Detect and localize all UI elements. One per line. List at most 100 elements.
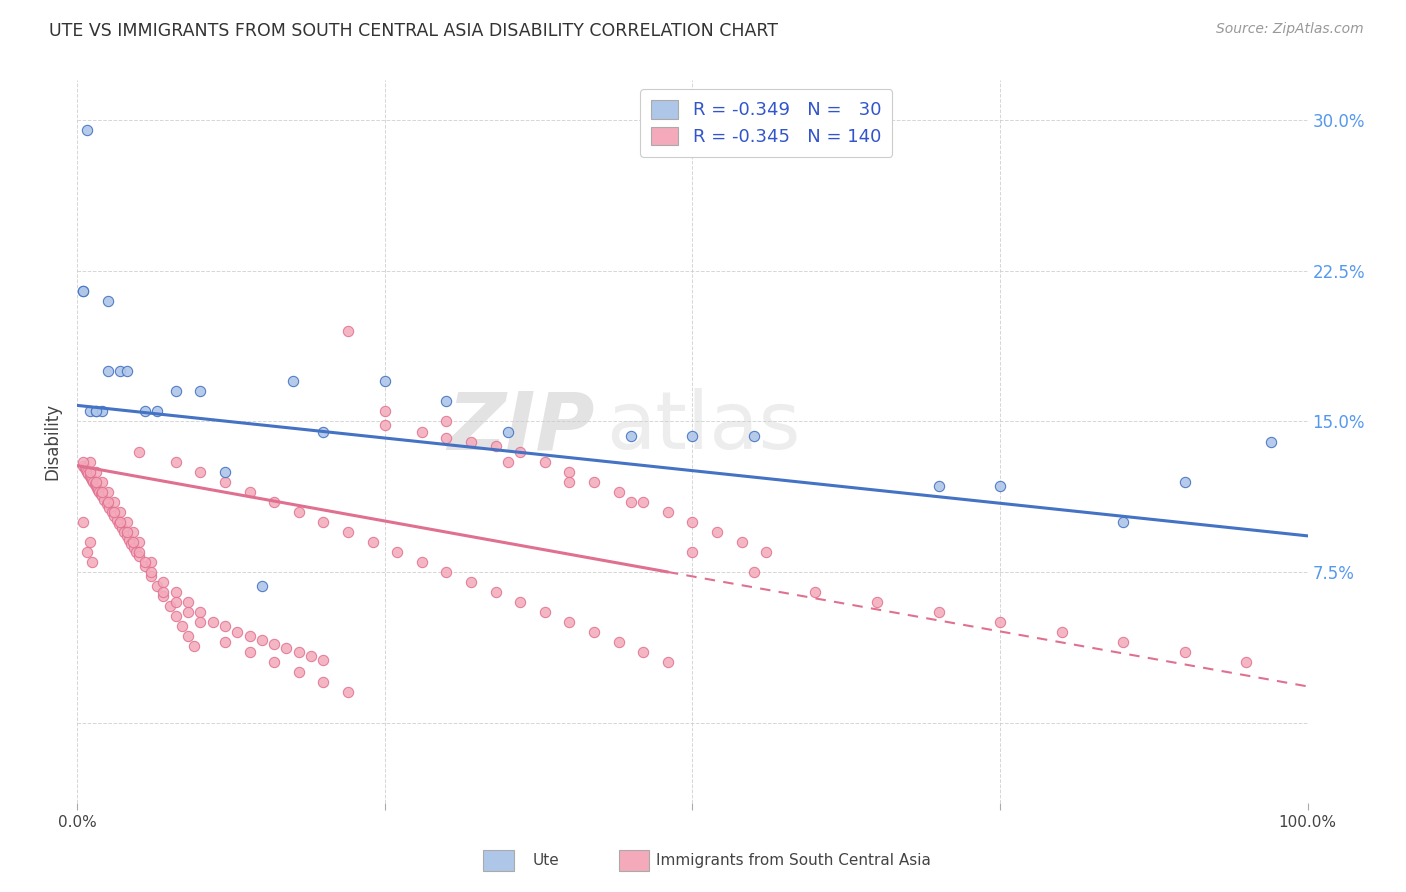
Point xyxy=(583,475,606,489)
Point xyxy=(361,534,384,549)
Point xyxy=(214,619,236,633)
Point xyxy=(72,455,94,469)
Point xyxy=(731,534,754,549)
Legend: R = -0.349   N =   30, R = -0.345   N = 140: R = -0.349 N = 30, R = -0.345 N = 140 xyxy=(640,89,893,157)
Point xyxy=(105,513,128,527)
Point xyxy=(75,462,97,476)
Text: atlas: atlas xyxy=(606,388,800,467)
Point xyxy=(183,639,205,653)
Point xyxy=(436,565,458,579)
Point xyxy=(226,625,249,640)
Point xyxy=(657,655,679,669)
Point xyxy=(128,444,150,458)
Point xyxy=(312,425,335,439)
Point xyxy=(97,484,120,499)
Point xyxy=(121,524,143,539)
Point xyxy=(607,484,630,499)
Point xyxy=(288,645,311,659)
Point xyxy=(72,284,94,298)
Point xyxy=(170,619,193,633)
Point xyxy=(141,565,163,579)
Point xyxy=(82,555,104,569)
Point xyxy=(146,404,169,418)
Point xyxy=(84,465,107,479)
Point xyxy=(72,458,94,473)
Point xyxy=(263,637,285,651)
Point xyxy=(159,599,181,614)
Point xyxy=(558,615,581,630)
Point xyxy=(77,467,100,481)
Point xyxy=(288,665,311,680)
Point xyxy=(141,569,163,583)
Point xyxy=(188,465,212,479)
Point xyxy=(385,545,409,559)
Point xyxy=(214,465,236,479)
Point xyxy=(374,375,396,389)
Point xyxy=(110,515,132,529)
Point xyxy=(239,484,262,499)
Point xyxy=(682,515,704,529)
Point xyxy=(928,605,950,619)
Point xyxy=(682,428,704,442)
Point xyxy=(83,476,105,491)
Point xyxy=(98,500,121,515)
Point xyxy=(411,425,433,439)
Point xyxy=(485,585,508,599)
Point xyxy=(558,475,581,489)
Point xyxy=(118,533,141,547)
Point xyxy=(90,487,112,501)
Point xyxy=(72,284,94,298)
Point xyxy=(112,524,135,539)
Point xyxy=(79,404,101,418)
Point xyxy=(128,545,150,559)
Point xyxy=(583,625,606,640)
Point xyxy=(188,384,212,399)
Point xyxy=(101,505,124,519)
Point xyxy=(657,505,679,519)
Point xyxy=(742,565,765,579)
Text: Source: ZipAtlas.com: Source: ZipAtlas.com xyxy=(1216,22,1364,37)
Point xyxy=(82,475,104,489)
Point xyxy=(201,615,224,630)
Point xyxy=(84,404,107,418)
Point xyxy=(214,635,236,649)
Point xyxy=(141,555,163,569)
Point xyxy=(436,431,458,445)
Point xyxy=(263,655,285,669)
Point xyxy=(485,438,508,452)
Point xyxy=(90,484,114,499)
Point xyxy=(1234,655,1257,669)
Point xyxy=(84,475,107,489)
Text: UTE VS IMMIGRANTS FROM SOUTH CENTRAL ASIA DISABILITY CORRELATION CHART: UTE VS IMMIGRANTS FROM SOUTH CENTRAL ASI… xyxy=(49,22,778,40)
Point xyxy=(742,428,765,442)
Point xyxy=(115,524,138,539)
Point xyxy=(214,475,236,489)
Point xyxy=(337,324,360,338)
Point xyxy=(165,585,187,599)
Point xyxy=(128,534,150,549)
Point xyxy=(1174,645,1197,659)
FancyBboxPatch shape xyxy=(619,850,650,871)
Point xyxy=(312,675,335,690)
Point xyxy=(134,558,156,574)
Point xyxy=(263,494,285,508)
Point xyxy=(97,364,120,378)
Point xyxy=(111,521,132,535)
Point xyxy=(928,478,950,492)
Point xyxy=(108,516,131,531)
Text: ZIP: ZIP xyxy=(447,388,595,467)
Point xyxy=(76,545,98,559)
Point xyxy=(89,484,111,499)
Point xyxy=(87,483,110,497)
Point xyxy=(1050,625,1073,640)
Point xyxy=(534,455,557,469)
Point xyxy=(79,534,101,549)
Point xyxy=(239,629,262,643)
Point xyxy=(146,579,169,593)
Point xyxy=(79,455,101,469)
Point xyxy=(460,434,482,449)
Point xyxy=(755,545,778,559)
Point xyxy=(121,537,143,551)
FancyBboxPatch shape xyxy=(484,850,515,871)
Point xyxy=(558,465,581,479)
